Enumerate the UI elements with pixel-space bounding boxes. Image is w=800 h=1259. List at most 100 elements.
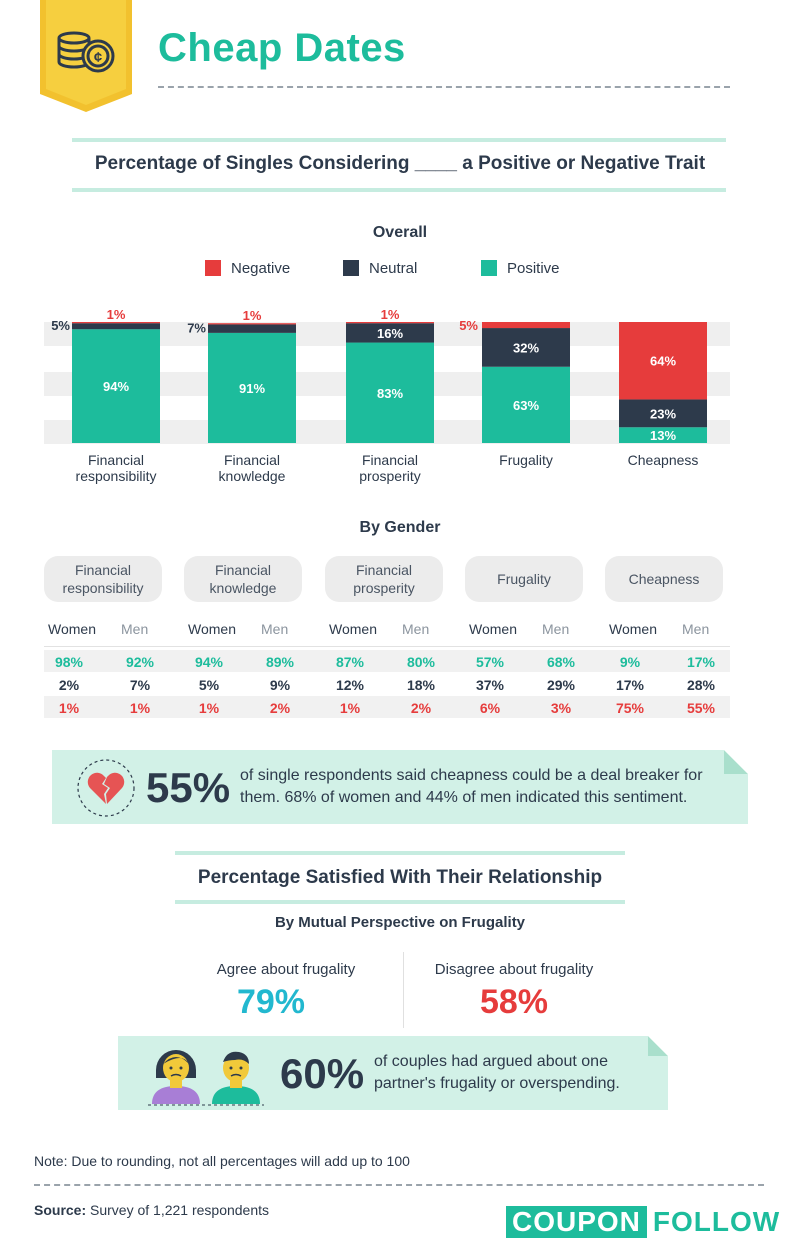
section-rule-bottom [72, 188, 726, 192]
women-value: 87% [335, 654, 365, 670]
bar-segment-negative [72, 322, 160, 324]
argued-line1: of couples had argued about one [374, 1053, 608, 1070]
header-badge: ¢ [40, 0, 132, 112]
men-value: 2% [269, 700, 291, 716]
women-value: 94% [194, 654, 224, 670]
women-value: 5% [198, 677, 220, 693]
bar-label-negative: 1% [107, 307, 126, 322]
women-header: Women [188, 621, 236, 637]
callout-corner-fold [648, 1036, 668, 1056]
category-label: Frugality [499, 452, 553, 468]
bar-label-negative: 1% [381, 307, 400, 322]
deal-breaker-callout: 55% of single respondents said cheapness… [52, 750, 748, 824]
deal-breaker-line2: them. 68% of women and 44% of men indica… [240, 789, 688, 806]
source-text: Survey of 1,221 respondents [90, 1202, 270, 1218]
men-value: 18% [406, 677, 436, 693]
svg-text:¢: ¢ [94, 49, 102, 66]
bar-segment-positive [619, 427, 707, 443]
bar-label-negative: 64% [650, 354, 676, 369]
bar-segment-positive [72, 329, 160, 443]
couple-icon [148, 1050, 264, 1106]
men-header: Men [261, 621, 289, 637]
bar-label-positive: 63% [513, 398, 539, 413]
women-value: 6% [479, 700, 501, 716]
men-header: Men [542, 621, 570, 637]
bar-segment-negative [619, 322, 707, 400]
bar-label-neutral: 23% [650, 406, 676, 421]
chart-bars [72, 322, 707, 443]
women-value: 98% [54, 654, 84, 670]
men-value: 2% [410, 700, 432, 716]
gender-group-label: Financial prosperity [325, 556, 443, 602]
agree-value: 79% [236, 983, 306, 1021]
argued-line2: partner's frugality or overspending. [374, 1075, 620, 1092]
bar-segment-negative [482, 322, 570, 329]
men-value: 17% [686, 654, 716, 670]
men-value: 89% [265, 654, 295, 670]
title-divider [158, 86, 730, 88]
legend-label-neutral: Neutral [369, 260, 418, 277]
men-value: 68% [546, 654, 576, 670]
relationship-title: Percentage Satisfied With Their Relation… [197, 867, 603, 888]
legend-label-positive: Positive [507, 260, 560, 277]
women-header: Women [329, 621, 377, 637]
rounding-note: Note: Due to rounding, not all percentag… [34, 1153, 410, 1169]
legend-swatch-positive [481, 260, 497, 276]
bar-label-neutral: 16% [377, 326, 403, 341]
category-label: Financial responsibility [75, 452, 157, 484]
bar-label-neutral: 7% [187, 321, 206, 336]
women-value: 1% [58, 700, 80, 716]
women-value: 2% [58, 677, 80, 693]
bar-label-neutral: 32% [513, 340, 539, 355]
source-line: Source: Survey of 1,221 respondents [34, 1202, 269, 1218]
legend-label-negative: Negative [231, 260, 291, 277]
disagree-value: 58% [479, 983, 549, 1021]
chart-title: Percentage of Singles Considering ____ a… [94, 153, 706, 174]
men-value: 1% [129, 700, 151, 716]
gender-group-label: Financial knowledge [184, 556, 302, 602]
relationship-subtitle: By Mutual Perspective on Frugality [274, 914, 526, 931]
men-value: 92% [125, 654, 155, 670]
men-value: 80% [406, 654, 436, 670]
bar-segment-negative [208, 323, 296, 325]
men-value: 28% [686, 677, 716, 693]
men-header: Men [402, 621, 430, 637]
men-value: 3% [550, 700, 572, 716]
gender-group-label: Frugality [465, 556, 583, 602]
gender-subtitle: By Gender [359, 519, 441, 536]
women-value: 1% [339, 700, 361, 716]
men-header: Men [682, 621, 710, 637]
brand-logo: COUPON FOLLOW [506, 1206, 780, 1238]
women-value: 17% [615, 677, 645, 693]
women-value: 12% [335, 677, 365, 693]
category-label: Cheapness [627, 452, 699, 468]
bar-segment-positive [346, 342, 434, 443]
category-label: Financial prosperity [359, 452, 421, 484]
bar-label-positive: 94% [103, 379, 129, 394]
women-value: 1% [198, 700, 220, 716]
broken-heart-icon [77, 759, 135, 817]
split-divider [403, 952, 404, 1028]
bar-segment-neutral [72, 323, 160, 330]
bar-segment-neutral [208, 324, 296, 333]
bar-label-negative: 5% [459, 318, 478, 333]
gender-group-label: Financial responsibility [44, 556, 162, 602]
gender-header-divider [44, 646, 730, 647]
bar-segment-neutral [346, 323, 434, 343]
women-header: Women [469, 621, 517, 637]
bar-segment-neutral [619, 399, 707, 428]
deal-breaker-line1: of single respondents said cheapness cou… [240, 767, 703, 784]
callout-corner-fold [724, 750, 748, 774]
men-value: 55% [686, 700, 716, 716]
men-value: 9% [269, 677, 291, 693]
women-value: 9% [619, 654, 641, 670]
bar-segment-positive [482, 366, 570, 443]
women-header: Women [48, 621, 96, 637]
deal-breaker-stat: 55% [146, 764, 231, 811]
gender-group-label: Cheapness [605, 556, 723, 602]
men-value: 7% [129, 677, 151, 693]
women-header: Women [609, 621, 657, 637]
women-value: 75% [615, 700, 645, 716]
logo-part1: COUPON [506, 1206, 647, 1238]
legend-swatch-negative [205, 260, 221, 276]
